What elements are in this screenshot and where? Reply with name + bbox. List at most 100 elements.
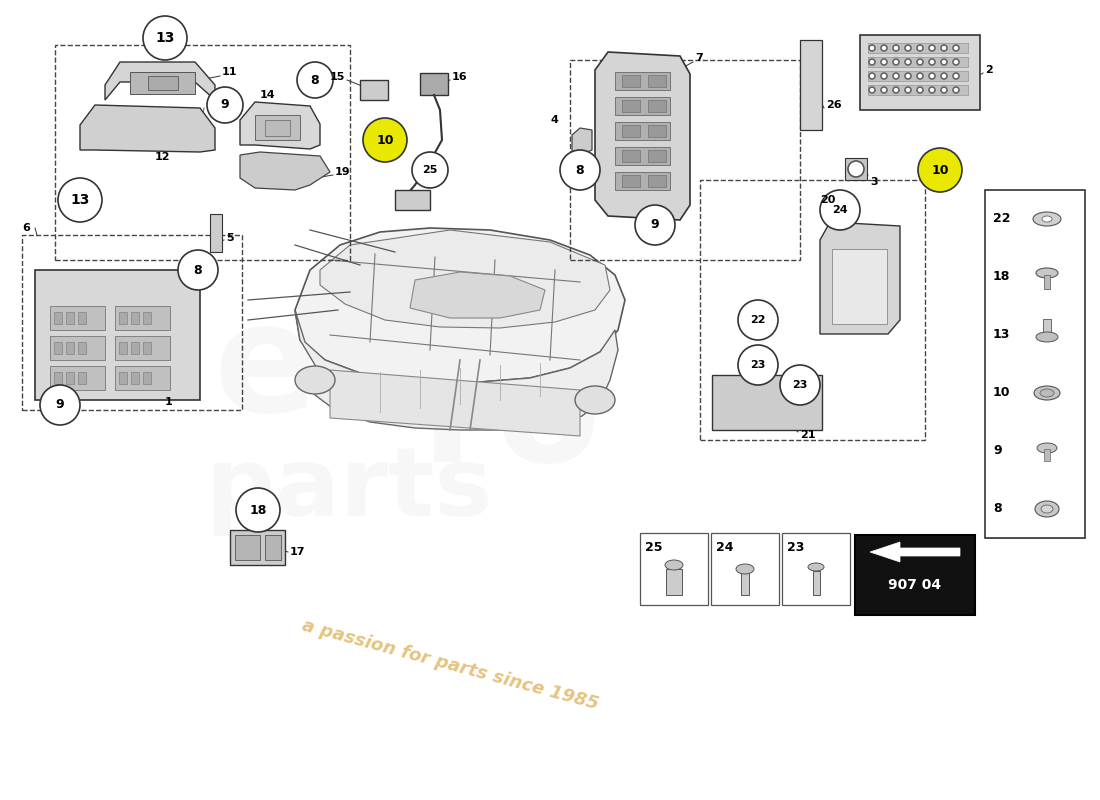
FancyBboxPatch shape xyxy=(116,336,170,360)
FancyBboxPatch shape xyxy=(615,172,670,190)
Text: 23: 23 xyxy=(792,380,807,390)
Ellipse shape xyxy=(1040,389,1054,397)
Ellipse shape xyxy=(893,87,899,93)
FancyBboxPatch shape xyxy=(116,366,170,390)
FancyBboxPatch shape xyxy=(615,97,670,115)
Text: 16: 16 xyxy=(452,72,468,82)
Text: 9: 9 xyxy=(993,445,1002,458)
FancyBboxPatch shape xyxy=(648,75,666,87)
FancyBboxPatch shape xyxy=(648,125,666,137)
Polygon shape xyxy=(330,370,580,436)
FancyBboxPatch shape xyxy=(615,147,670,165)
Ellipse shape xyxy=(940,87,947,93)
FancyBboxPatch shape xyxy=(50,306,104,330)
FancyBboxPatch shape xyxy=(78,312,86,324)
FancyBboxPatch shape xyxy=(615,122,670,140)
Ellipse shape xyxy=(869,87,874,93)
FancyBboxPatch shape xyxy=(648,100,666,112)
Text: 24: 24 xyxy=(716,541,734,554)
Ellipse shape xyxy=(917,73,923,79)
FancyBboxPatch shape xyxy=(868,57,968,67)
Ellipse shape xyxy=(881,45,887,51)
FancyBboxPatch shape xyxy=(621,100,640,112)
FancyBboxPatch shape xyxy=(1044,275,1050,289)
Text: 8: 8 xyxy=(194,263,202,277)
Text: 9: 9 xyxy=(221,98,229,111)
Ellipse shape xyxy=(808,563,824,571)
FancyBboxPatch shape xyxy=(666,569,682,595)
FancyBboxPatch shape xyxy=(265,120,290,136)
FancyBboxPatch shape xyxy=(131,342,139,354)
Ellipse shape xyxy=(869,73,874,79)
FancyBboxPatch shape xyxy=(116,306,170,330)
Ellipse shape xyxy=(1036,268,1058,278)
FancyBboxPatch shape xyxy=(621,125,640,137)
FancyBboxPatch shape xyxy=(860,35,980,110)
FancyBboxPatch shape xyxy=(813,571,820,595)
Text: 14: 14 xyxy=(260,90,276,100)
FancyBboxPatch shape xyxy=(800,40,822,130)
FancyBboxPatch shape xyxy=(855,535,975,615)
FancyBboxPatch shape xyxy=(35,270,200,400)
Ellipse shape xyxy=(953,87,959,93)
Text: 10: 10 xyxy=(932,163,948,177)
Ellipse shape xyxy=(881,87,887,93)
Ellipse shape xyxy=(1034,386,1060,400)
Ellipse shape xyxy=(1035,501,1059,517)
Ellipse shape xyxy=(905,73,911,79)
Ellipse shape xyxy=(1042,216,1052,222)
FancyBboxPatch shape xyxy=(648,150,666,162)
Polygon shape xyxy=(104,62,214,100)
FancyBboxPatch shape xyxy=(782,533,850,605)
Text: 23: 23 xyxy=(786,541,804,554)
Text: 22: 22 xyxy=(993,213,1011,226)
FancyBboxPatch shape xyxy=(66,342,74,354)
Ellipse shape xyxy=(893,45,899,51)
FancyBboxPatch shape xyxy=(78,372,86,384)
FancyBboxPatch shape xyxy=(868,85,968,95)
Text: 13: 13 xyxy=(155,31,175,45)
Ellipse shape xyxy=(1041,505,1053,513)
FancyBboxPatch shape xyxy=(78,342,86,354)
Text: 7: 7 xyxy=(695,53,703,63)
Text: 1: 1 xyxy=(165,397,173,407)
Ellipse shape xyxy=(869,45,874,51)
Text: 21: 21 xyxy=(800,430,815,440)
Text: 25: 25 xyxy=(645,541,662,554)
Ellipse shape xyxy=(412,152,448,188)
FancyBboxPatch shape xyxy=(66,372,74,384)
Polygon shape xyxy=(820,222,900,334)
Ellipse shape xyxy=(881,73,887,79)
Polygon shape xyxy=(295,228,625,382)
Ellipse shape xyxy=(848,161,864,177)
Ellipse shape xyxy=(635,205,675,245)
Ellipse shape xyxy=(953,73,959,79)
Text: 9: 9 xyxy=(56,398,64,411)
FancyBboxPatch shape xyxy=(235,535,260,560)
Text: 8: 8 xyxy=(993,502,1002,515)
Ellipse shape xyxy=(295,366,336,394)
Text: 15: 15 xyxy=(330,72,345,82)
FancyBboxPatch shape xyxy=(119,372,126,384)
FancyBboxPatch shape xyxy=(54,372,62,384)
FancyBboxPatch shape xyxy=(210,214,222,252)
FancyBboxPatch shape xyxy=(148,76,178,90)
Text: 18: 18 xyxy=(993,270,1011,283)
Ellipse shape xyxy=(905,45,911,51)
Text: 13: 13 xyxy=(70,193,90,207)
Ellipse shape xyxy=(930,45,935,51)
Text: 3: 3 xyxy=(870,177,878,187)
FancyBboxPatch shape xyxy=(50,366,104,390)
Ellipse shape xyxy=(736,564,754,574)
Text: 2: 2 xyxy=(984,65,992,75)
Ellipse shape xyxy=(930,59,935,65)
FancyBboxPatch shape xyxy=(131,372,139,384)
FancyBboxPatch shape xyxy=(615,72,670,90)
Ellipse shape xyxy=(178,250,218,290)
FancyBboxPatch shape xyxy=(143,372,151,384)
FancyBboxPatch shape xyxy=(640,533,708,605)
FancyBboxPatch shape xyxy=(621,75,640,87)
Text: ro: ro xyxy=(420,346,601,494)
Text: 13: 13 xyxy=(993,329,1011,342)
Text: 17: 17 xyxy=(290,547,306,557)
